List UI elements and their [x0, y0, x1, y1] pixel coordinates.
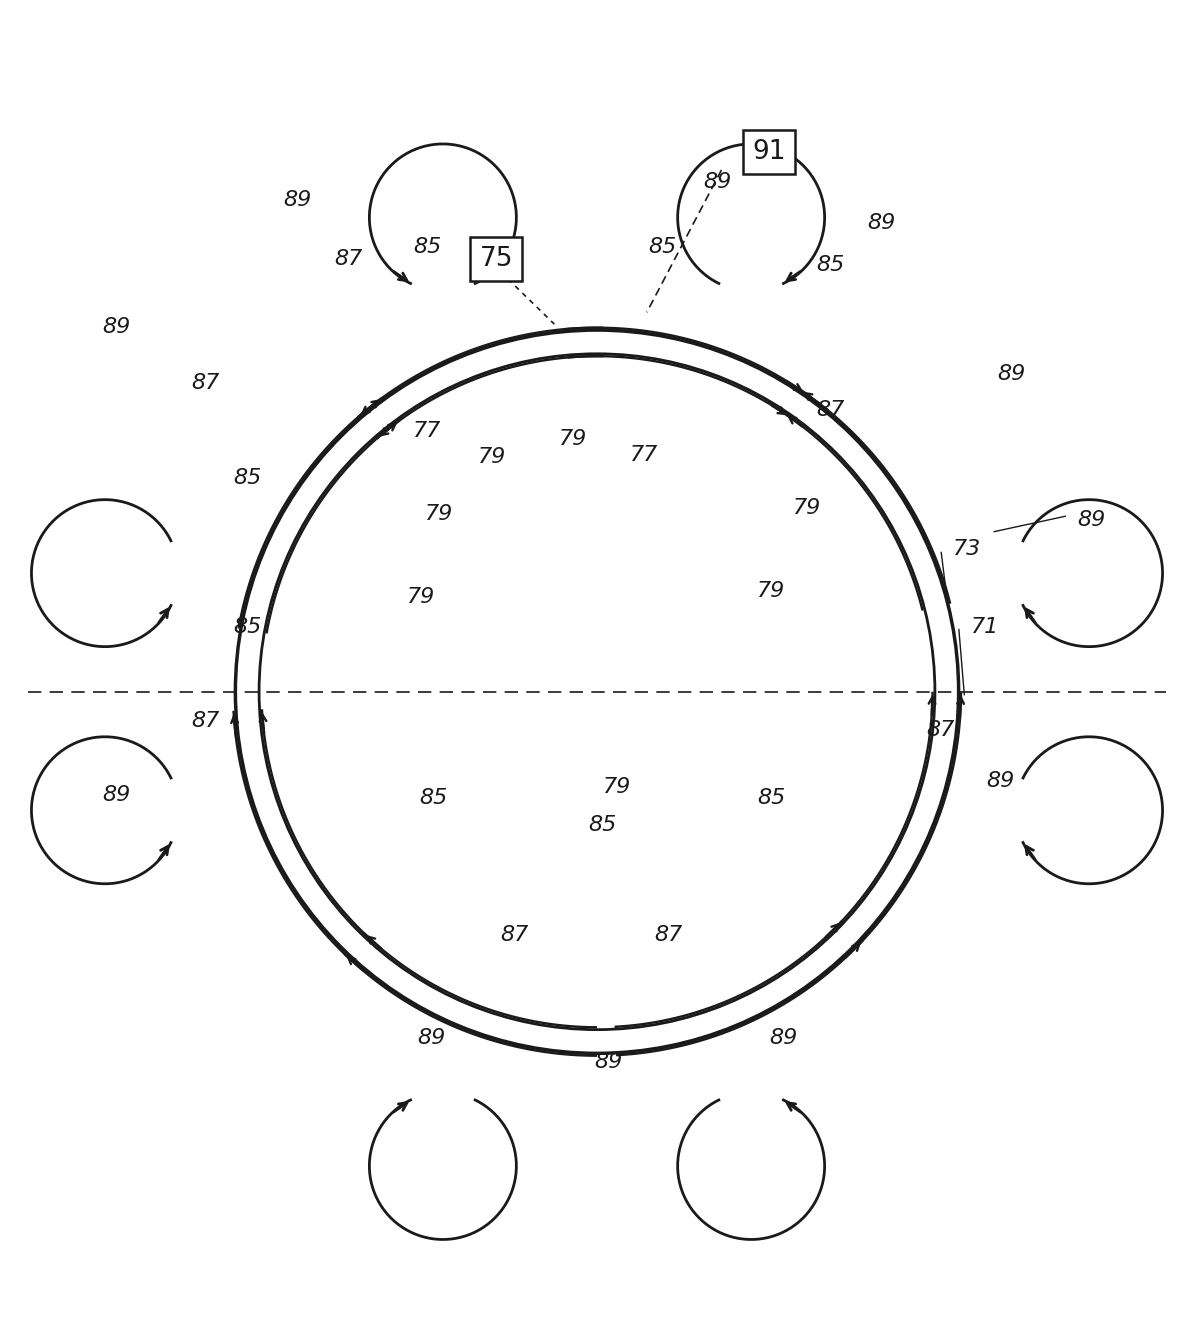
Text: 87: 87	[334, 248, 362, 269]
Text: 79: 79	[425, 504, 454, 524]
Text: 79: 79	[559, 429, 587, 449]
Text: 77: 77	[413, 421, 442, 441]
Text: 89: 89	[867, 214, 896, 234]
Text: 85: 85	[817, 255, 844, 275]
Text: 75: 75	[480, 246, 513, 273]
Text: 85: 85	[648, 236, 676, 257]
Text: 87: 87	[654, 925, 682, 945]
Text: 89: 89	[103, 317, 131, 337]
Text: 87: 87	[191, 711, 220, 731]
Text: 89: 89	[417, 1027, 445, 1047]
Text: 79: 79	[407, 587, 436, 607]
Text: 89: 89	[103, 784, 131, 804]
Text: 79: 79	[793, 498, 821, 518]
Text: 89: 89	[986, 771, 1014, 791]
Text: 79: 79	[603, 776, 632, 796]
Text: 73: 73	[953, 540, 981, 560]
Text: 91: 91	[752, 139, 786, 166]
Text: 77: 77	[630, 445, 658, 465]
Text: 85: 85	[419, 788, 448, 808]
Text: 89: 89	[1077, 510, 1106, 530]
Text: 85: 85	[233, 616, 261, 636]
Text: 89: 89	[595, 1051, 623, 1071]
Text: 85: 85	[757, 788, 786, 808]
Text: 85: 85	[589, 815, 617, 835]
Text: 87: 87	[927, 720, 955, 740]
Text: 85: 85	[233, 469, 261, 488]
Text: 89: 89	[703, 172, 732, 192]
Text: 87: 87	[191, 374, 220, 393]
Text: 87: 87	[817, 399, 844, 420]
Text: 85: 85	[413, 236, 442, 257]
Text: 79: 79	[757, 581, 786, 601]
Text: 89: 89	[283, 190, 312, 210]
Text: 79: 79	[479, 448, 506, 468]
Text: 87: 87	[500, 925, 528, 945]
Text: 89: 89	[769, 1027, 798, 1047]
Text: 71: 71	[971, 616, 998, 636]
Text: 89: 89	[998, 363, 1026, 383]
